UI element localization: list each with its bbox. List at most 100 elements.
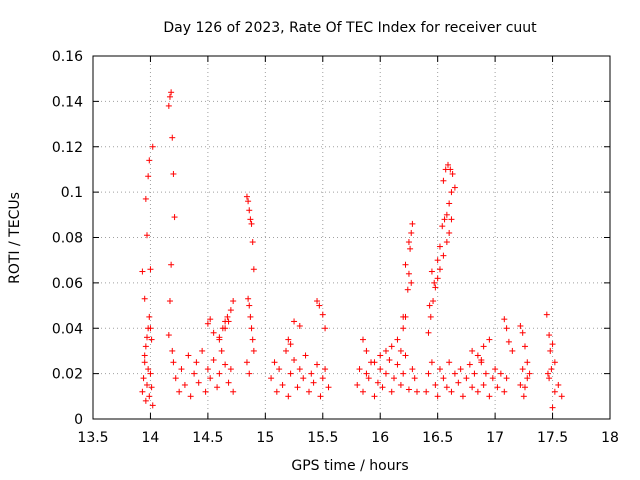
data-point	[434, 393, 441, 400]
data-point	[305, 388, 312, 395]
x-tick-label: 15	[256, 430, 274, 446]
data-point	[168, 261, 175, 268]
data-point	[517, 381, 524, 388]
data-point	[407, 245, 414, 252]
data-point	[314, 298, 321, 305]
data-point	[187, 393, 194, 400]
data-point	[141, 352, 148, 359]
data-point	[408, 279, 415, 286]
data-point	[363, 347, 370, 354]
data-point	[520, 393, 527, 400]
data-point	[143, 381, 150, 388]
data-point	[405, 386, 412, 393]
data-point	[524, 359, 531, 366]
data-point	[216, 370, 223, 377]
data-point	[317, 393, 324, 400]
data-point	[509, 347, 516, 354]
x-axis-label: GPS time / hours	[291, 458, 408, 474]
data-point	[411, 375, 418, 382]
y-tick-label: 0	[74, 412, 83, 428]
x-tick-label: 13.5	[77, 430, 108, 446]
data-point	[291, 318, 298, 325]
data-point	[246, 370, 253, 377]
data-point	[546, 375, 553, 382]
data-point	[283, 347, 290, 354]
data-point	[148, 336, 155, 343]
data-point	[170, 170, 177, 177]
data-point	[310, 379, 317, 386]
data-point	[319, 311, 326, 318]
data-point	[249, 239, 256, 246]
y-tick-label: 0.14	[52, 94, 83, 110]
data-point	[243, 359, 250, 366]
x-tick-label: 16.5	[422, 430, 453, 446]
data-point	[503, 325, 510, 332]
data-point	[248, 220, 255, 227]
data-point	[408, 229, 415, 236]
data-point	[285, 336, 292, 343]
data-point	[142, 343, 149, 350]
data-point	[139, 388, 146, 395]
data-point	[474, 352, 481, 359]
data-point	[322, 366, 329, 373]
data-point	[314, 361, 321, 368]
data-point	[446, 229, 453, 236]
data-point	[170, 359, 177, 366]
data-point	[440, 177, 447, 184]
data-point	[548, 366, 555, 373]
data-point	[394, 336, 401, 343]
data-point	[146, 393, 153, 400]
data-point	[434, 257, 441, 264]
grid-lines	[93, 56, 610, 419]
data-point	[359, 336, 366, 343]
data-point	[287, 341, 294, 348]
data-point	[443, 384, 450, 391]
data-point	[308, 370, 315, 377]
data-point	[428, 268, 435, 275]
x-tick-label: 14	[142, 430, 160, 446]
data-point	[146, 313, 153, 320]
data-point	[425, 370, 432, 377]
data-point	[425, 329, 432, 336]
data-point	[492, 366, 499, 373]
data-point	[440, 252, 447, 259]
data-point	[449, 170, 456, 177]
data-point	[322, 325, 329, 332]
data-point	[210, 357, 217, 364]
data-point	[400, 313, 407, 320]
data-point	[325, 384, 332, 391]
data-point	[140, 375, 147, 382]
data-point	[296, 322, 303, 329]
data-point	[273, 388, 280, 395]
data-point	[413, 388, 420, 395]
data-point	[404, 286, 411, 293]
data-point	[521, 384, 528, 391]
data-point	[379, 384, 386, 391]
data-point	[382, 347, 389, 354]
data-point	[377, 352, 384, 359]
data-point	[365, 375, 372, 382]
data-point	[440, 375, 447, 382]
data-point	[428, 359, 435, 366]
data-point	[147, 370, 154, 377]
data-point	[439, 223, 446, 230]
x-tick-label: 16	[371, 430, 389, 446]
data-point	[139, 268, 146, 275]
data-point	[426, 302, 433, 309]
data-point	[546, 332, 553, 339]
data-point	[382, 370, 389, 377]
data-point	[526, 370, 533, 377]
data-point	[271, 359, 278, 366]
data-point	[193, 359, 200, 366]
data-point	[445, 161, 452, 168]
data-point	[359, 388, 366, 395]
data-point	[207, 316, 214, 323]
data-point	[451, 184, 458, 191]
data-point	[285, 393, 292, 400]
data-point	[547, 347, 554, 354]
data-point	[222, 325, 229, 332]
data-point	[246, 302, 253, 309]
data-point	[363, 370, 370, 377]
data-point	[143, 232, 150, 239]
y-tick-label: 0.12	[52, 140, 83, 156]
